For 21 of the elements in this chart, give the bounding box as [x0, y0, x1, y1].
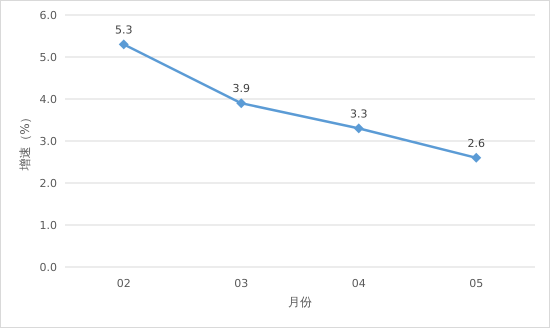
x-tick-label: 04	[352, 277, 366, 290]
data-label: 3.9	[232, 82, 250, 96]
point	[471, 152, 482, 163]
x-axis-title: 月份	[288, 295, 312, 309]
point	[236, 98, 246, 108]
x-tick-label: 03	[234, 277, 248, 290]
y-tick-label: 0.0	[40, 261, 57, 274]
y-tick-label: 2.0	[40, 177, 57, 190]
y-tick-label: 4.0	[40, 93, 57, 106]
y-axis-title: 增速（%）	[18, 111, 32, 172]
x-tick-label: 05	[469, 277, 484, 290]
data-label: 5.3	[115, 23, 132, 36]
y-tick-label: 3.0	[40, 135, 57, 148]
data-label: 2.6	[468, 136, 485, 150]
point	[354, 123, 364, 134]
data-label: 3.3	[350, 107, 368, 120]
x-tick-label: 02	[116, 277, 131, 290]
y-tick-label: 5.0	[40, 51, 57, 64]
y-tick-label: 1.0	[40, 219, 57, 232]
y-tick-label: 6.0	[40, 9, 57, 22]
point	[118, 39, 129, 50]
